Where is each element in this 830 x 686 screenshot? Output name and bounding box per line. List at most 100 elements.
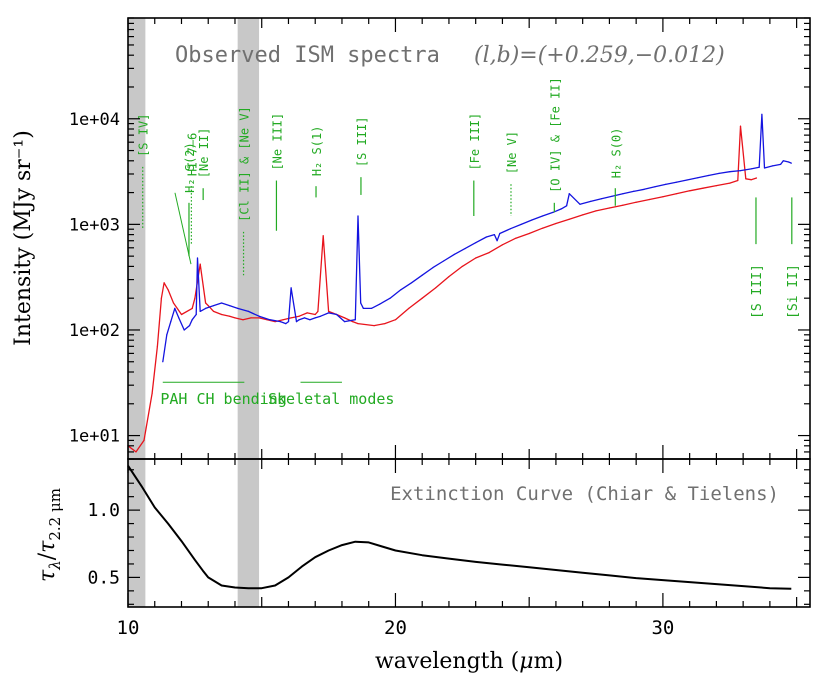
spectrum-point — [566, 205, 568, 207]
spectrum-point — [755, 177, 758, 179]
spectrum-point — [170, 321, 172, 323]
spectrum-point — [287, 321, 290, 323]
spectrum-point — [608, 207, 611, 209]
spectrum-point — [143, 439, 145, 441]
spectrum-point — [205, 302, 207, 304]
spectrum-point — [750, 168, 752, 170]
spectrum-point — [196, 257, 199, 259]
spectrum-point — [790, 162, 792, 164]
spectrum-point — [509, 228, 512, 230]
spectrum-point — [199, 310, 201, 312]
spectrum-point — [745, 178, 747, 180]
spectrum-point — [221, 302, 223, 304]
x-axis-label: wavelength (μm) — [375, 649, 563, 674]
spectrum-point — [344, 317, 346, 319]
spectrum-point — [541, 215, 544, 217]
spectrum-point — [357, 323, 359, 325]
spectrum-point — [662, 196, 664, 198]
line-label-3: [Ne II] — [197, 128, 211, 179]
spectrum-point — [282, 319, 284, 321]
spectrum-point — [531, 219, 533, 221]
spectrum-point — [622, 204, 624, 206]
x-tick-label: 10 — [117, 617, 140, 639]
line-label-10: [O IV] & [Fe II] — [548, 77, 562, 193]
spectrum-point — [205, 307, 207, 309]
spectrum-point — [475, 242, 477, 244]
spectrum-point — [180, 313, 183, 316]
spectrum-point — [188, 325, 191, 327]
spectrum-point — [432, 267, 434, 269]
spectrum-point — [568, 193, 570, 195]
spectrum-series-1 — [162, 113, 792, 362]
spectrum-point — [234, 317, 236, 319]
spectrum-point — [528, 232, 530, 235]
spectrum-point — [247, 310, 249, 312]
extinction-panel: 0.5 1.0 10 20 30 Extinction Curve (Chiar & … — [35, 458, 811, 674]
spectrum-point — [761, 113, 763, 115]
spectrum-point — [221, 313, 223, 316]
spectrum-point — [336, 313, 338, 316]
spectrum-point — [665, 183, 667, 185]
x-tick-label: 30 — [651, 617, 674, 639]
band-annotation-label-1: Skeletal modes — [268, 390, 394, 408]
spectrum-point — [675, 181, 677, 183]
bottom-y-axis: 0.5 1.0 — [87, 469, 810, 605]
extinction-curve-0 — [127, 465, 792, 590]
spectrum-point — [579, 203, 581, 205]
spectrum-point — [279, 321, 281, 323]
line-label-2: HI 7–6 — [185, 133, 199, 176]
line-label-9: [Ne V] — [505, 131, 519, 174]
spectrum-point — [788, 161, 790, 163]
top-x-ticks — [127, 18, 798, 459]
spectrum-point — [702, 187, 704, 189]
spectrum-point — [739, 125, 742, 127]
spectrum-point — [453, 253, 455, 255]
spectrum-point — [715, 185, 718, 187]
spectrum-point — [729, 171, 731, 173]
spectrum-point — [352, 321, 354, 323]
spectrum-point — [151, 392, 153, 395]
spectrum-point — [370, 307, 372, 309]
spectrum-point — [552, 211, 554, 213]
spectrum-point — [475, 257, 477, 259]
spectrum-point — [295, 321, 298, 323]
spectrum-point — [320, 315, 322, 317]
spectrum-point — [229, 315, 231, 317]
bot-y-tick-label: 0.5 — [87, 567, 120, 588]
line-markers: [S IV] H₂ S(2)HI 7–6[Ne II] [Cl II] & [Ne … — [137, 77, 801, 319]
spectrum-point — [499, 232, 501, 235]
spectrum-point — [582, 214, 584, 216]
line-label-1: H₂ S(2) — [183, 142, 197, 193]
spectrum-title-coords: (l,b)=(+0.259,−0.012) — [474, 43, 725, 68]
spectrum-point — [167, 289, 169, 291]
spectrum-point — [362, 307, 364, 309]
spectrum-point — [285, 323, 287, 325]
band-annotation-label-0: PAH CH bending — [160, 390, 286, 408]
spectrum-point — [600, 198, 603, 200]
spectrum-point — [782, 160, 784, 162]
line-label-4: [Cl II] & [Ne V] — [238, 106, 252, 222]
spectrum-point — [328, 310, 330, 312]
spectrum-point — [758, 166, 760, 168]
spectrum-point — [737, 179, 739, 182]
bot-y-tick-label: 1.0 — [87, 500, 120, 521]
spectrum-point — [772, 165, 774, 167]
spectrum-point — [213, 310, 215, 312]
spectrum-point — [400, 289, 402, 291]
spectrum-point — [643, 188, 645, 190]
spectrum-point — [322, 235, 324, 237]
spectrum-point — [309, 319, 311, 321]
top-y-tick-label: 1e+03 — [69, 215, 120, 235]
line-label-5: [Ne III] — [270, 113, 284, 171]
spectrum-point — [328, 312, 330, 314]
spectrum-point — [648, 198, 651, 201]
extinction-title: Extinction Curve (Chiar & Tielens) — [390, 483, 779, 505]
spectrum-point — [421, 297, 423, 299]
top-y-tick-label: 1e+01 — [69, 427, 120, 447]
spectrum-point — [237, 307, 239, 309]
spectrum-point — [156, 345, 158, 347]
spectrum-point — [611, 195, 613, 197]
spectrum-point — [207, 305, 209, 307]
